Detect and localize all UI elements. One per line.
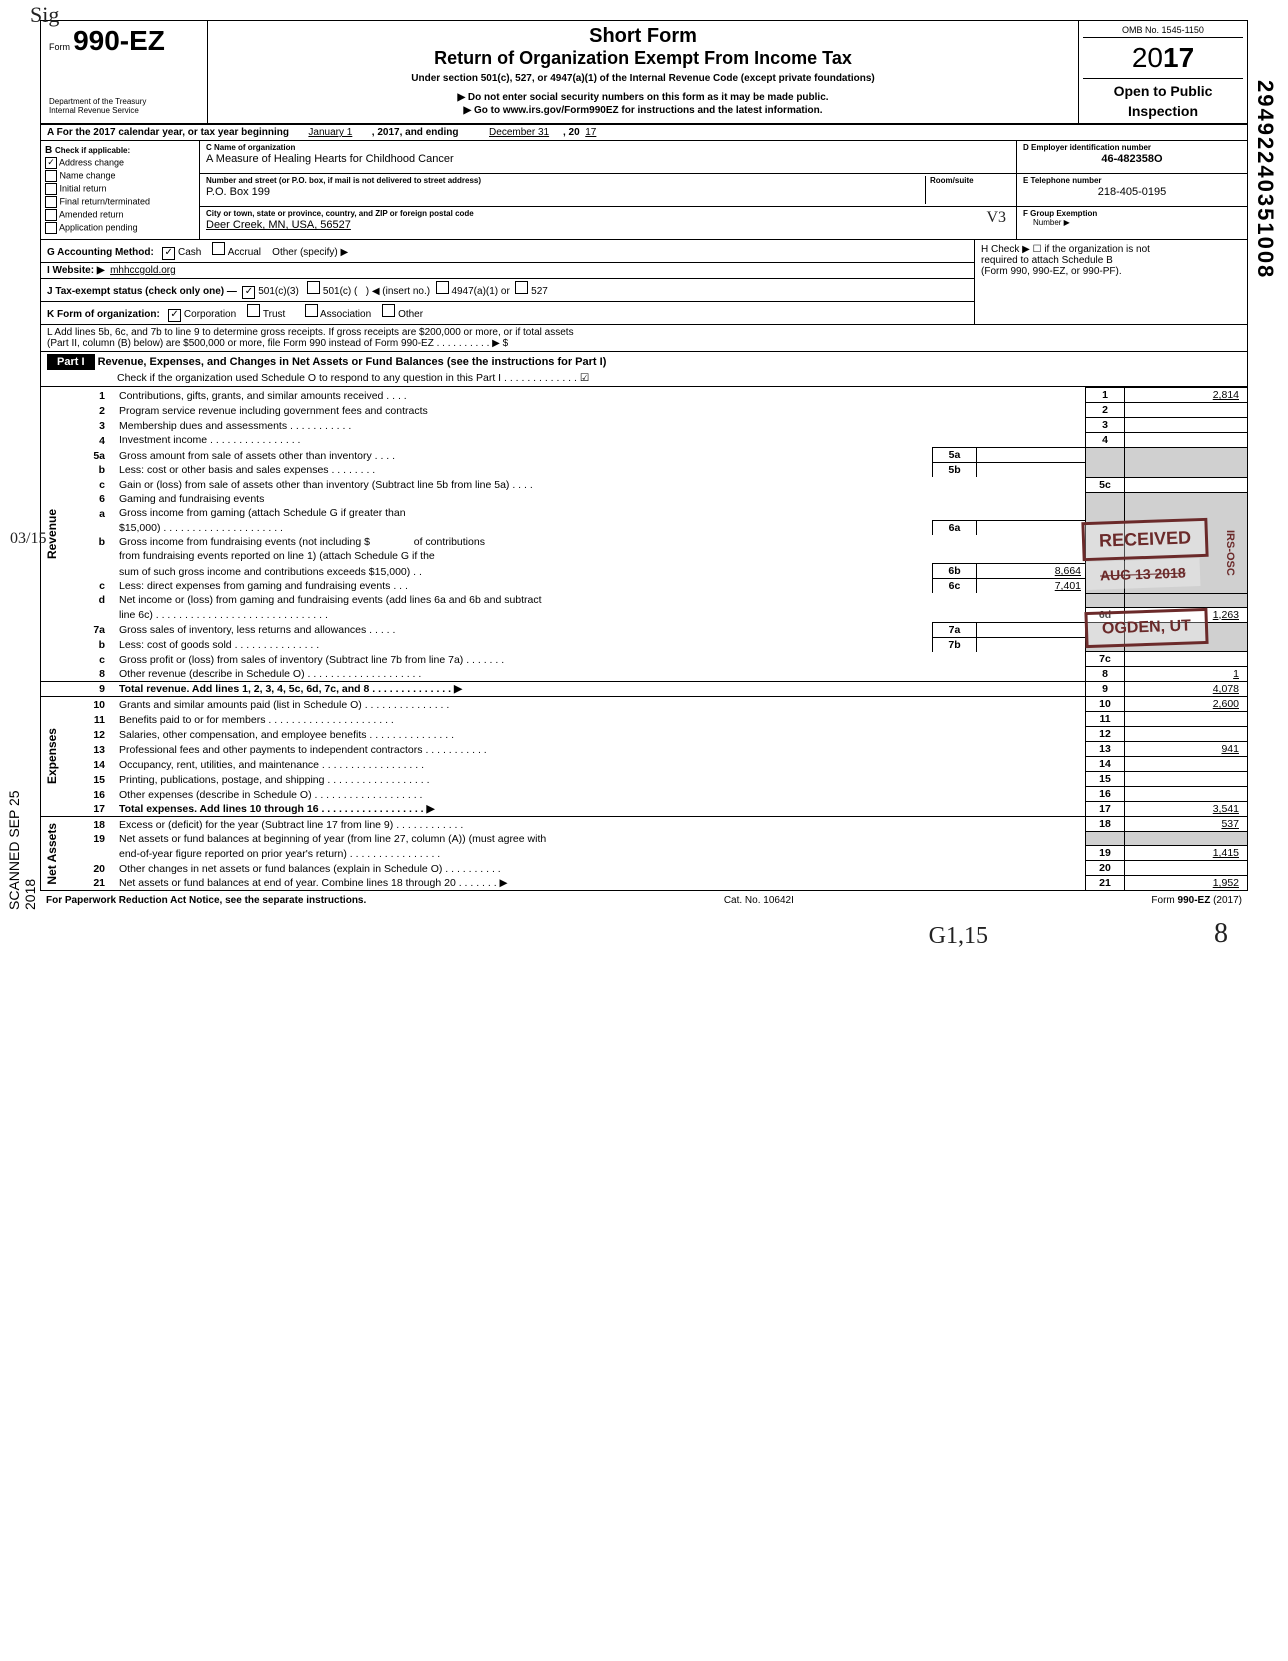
part-1-header: Part I Revenue, Expenses, and Changes in… — [41, 352, 1247, 387]
handwritten-v3: V3 — [986, 209, 1006, 227]
field-group-exemption: F Group Exemption Number ▶ — [1017, 207, 1247, 239]
tax-year: 2017 — [1083, 38, 1243, 79]
chk-pending[interactable]: Application pending — [45, 222, 195, 234]
meta-area: B Check if applicable: ✓ Address change … — [41, 141, 1247, 240]
part-1-title: Revenue, Expenses, and Changes in Net As… — [98, 356, 607, 368]
side-revenue: Revenue — [45, 509, 59, 559]
line-J-tax-status: J Tax-exempt status (check only one) — ✓… — [41, 279, 974, 302]
form-number: 990-EZ — [73, 25, 165, 56]
form-header: Form 990-EZ Department of the Treasury I… — [41, 21, 1247, 125]
lines-table: Revenue 1 Contributions, gifts, grants, … — [41, 387, 1247, 890]
footer: For Paperwork Reduction Act Notice, see … — [40, 891, 1248, 910]
side-netassets: Net Assets — [45, 823, 59, 885]
stamp-irs-osc: IRS-OSC — [1224, 530, 1236, 576]
subtitle: Under section 501(c), 527, or 4947(a)(1)… — [212, 73, 1074, 84]
handwritten-eight: 8 — [1214, 918, 1228, 950]
line-I-website: I Website: ▶ mhhccgold.org — [41, 263, 974, 279]
footer-form: Form 990-EZ (2017) — [1151, 895, 1242, 906]
chk-address-change[interactable]: ✓ Address change — [45, 157, 195, 169]
dept-irs: Internal Revenue Service — [49, 106, 199, 115]
handwritten-scanned: SCANNED SEP 25 2018 — [6, 780, 38, 910]
side-expenses: Expenses — [45, 728, 59, 784]
field-address: Number and street (or P.O. box, if mail … — [200, 174, 1016, 207]
chk-amended[interactable]: Amended return — [45, 209, 195, 221]
handwritten-fraction: 03/15 — [10, 530, 46, 548]
handwritten-g115: G1,15 — [929, 923, 988, 950]
title-return: Return of Organization Exempt From Incom… — [212, 48, 1074, 69]
line-H-schedule-b: H Check ▶ ☐ if the organization is not r… — [974, 240, 1247, 324]
omb-number: OMB No. 1545-1150 — [1083, 25, 1243, 38]
footer-paperwork: For Paperwork Reduction Act Notice, see … — [46, 895, 366, 906]
line-A: A For the 2017 calendar year, or tax yea… — [41, 125, 1247, 141]
section-B: B Check if applicable: ✓ Address change … — [41, 141, 200, 239]
line-K-form-org: K Form of organization: ✓ Corporation Tr… — [41, 302, 974, 324]
chk-name-change[interactable]: Name change — [45, 170, 195, 182]
form-prefix: Form — [49, 42, 70, 52]
vertical-number: 29492240351008 — [1252, 80, 1278, 279]
dept-treasury: Department of the Treasury — [49, 97, 199, 106]
line-G-accounting: G Accounting Method: ✓ Cash Accrual Othe… — [41, 240, 974, 263]
footer-cat: Cat. No. 10642I — [724, 895, 794, 906]
note-url: ▶ Go to www.irs.gov/Form990EZ for instru… — [212, 105, 1074, 116]
chk-initial-return[interactable]: Initial return — [45, 183, 195, 195]
line-L: L Add lines 5b, 6c, and 7b to line 9 to … — [41, 325, 1247, 352]
field-org-name: C Name of organization A Measure of Heal… — [200, 141, 1016, 174]
part-1-check: Check if the organization used Schedule … — [47, 372, 1241, 384]
note-ssn: ▶ Do not enter social security numbers o… — [212, 92, 1074, 103]
field-phone: E Telephone number 218-405-0195 — [1017, 174, 1247, 207]
open-public-2: Inspection — [1083, 99, 1243, 119]
part-1-label: Part I — [47, 354, 95, 370]
form-990ez: Form 990-EZ Department of the Treasury I… — [40, 20, 1248, 891]
field-city: City or town, state or province, country… — [200, 207, 1016, 239]
chk-final-return[interactable]: Final return/terminated — [45, 196, 195, 208]
field-ein: D Employer identification number 46-4823… — [1017, 141, 1247, 174]
open-public-1: Open to Public — [1083, 79, 1243, 99]
title-short-form: Short Form — [212, 25, 1074, 48]
